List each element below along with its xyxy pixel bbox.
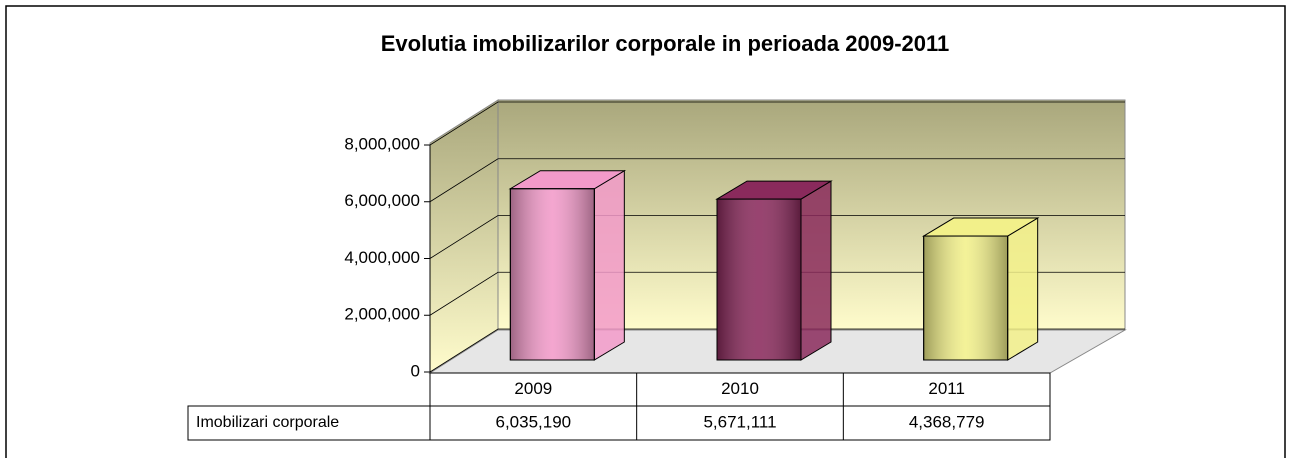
y-tick-label: 2,000,000 — [344, 305, 420, 324]
bar-side — [800, 180, 832, 361]
x-tick-label: 2010 — [721, 379, 759, 398]
bar-side — [593, 169, 625, 361]
y-tick-label: 6,000,000 — [344, 191, 420, 210]
data-label: 6,035,190 — [496, 412, 572, 431]
bar-shading — [509, 188, 595, 361]
data-label: 4,368,779 — [909, 412, 985, 431]
y-tick-label: 4,000,000 — [344, 248, 420, 267]
chart-border — [5, 5, 1286, 458]
chart-title: Evolutia imobilizarilor corporale in per… — [381, 31, 950, 56]
grid-line — [429, 215, 1125, 259]
x-tick-label: 2011 — [928, 379, 965, 398]
data-label: 5,671,111 — [703, 412, 776, 431]
x-tick-label: 2009 — [514, 379, 552, 398]
bar-side — [1007, 217, 1039, 361]
grid-line — [429, 328, 1125, 373]
table-value-row — [187, 405, 1051, 441]
grid-line — [429, 101, 1125, 146]
bar-shading — [716, 198, 802, 361]
legend-label: Imobilizari corporale — [196, 414, 339, 431]
grid-line — [429, 271, 1125, 316]
y-tick-label: 8,000,000 — [344, 134, 420, 153]
grid-line — [429, 158, 1125, 203]
bar-shading — [923, 235, 1009, 361]
y-tick-label: 0 — [411, 361, 420, 380]
side-wall — [429, 99, 499, 374]
